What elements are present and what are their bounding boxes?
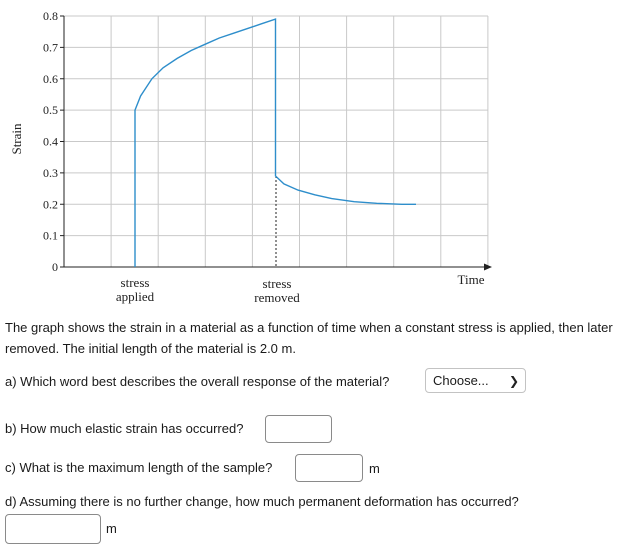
stress-removed-label-line1: stress [263, 276, 292, 291]
y-tick-label: 0.1 [43, 229, 58, 243]
max-length-input[interactable] [295, 454, 363, 482]
max-length-unit: m [369, 461, 380, 476]
x-axis-label: Time [458, 272, 485, 287]
strain-curve [134, 18, 416, 267]
elastic-strain-input[interactable] [265, 415, 332, 443]
question-c-text: c) What is the maximum length of the sam… [5, 460, 273, 475]
y-tick-label: 0.5 [43, 103, 58, 117]
y-tick-label: 0.8 [43, 9, 58, 23]
y-tick-label: 0.2 [43, 197, 58, 211]
x-axis-arrow [484, 263, 492, 271]
y-tick-label: 0.7 [43, 40, 58, 54]
y-axis-label: Strain [9, 123, 24, 155]
stress-removed-label-line2: removed [254, 290, 300, 305]
y-tick-label: 0.4 [43, 135, 58, 149]
response-type-select[interactable]: Choose... ❯ [425, 368, 526, 393]
stress-applied-label-line2: applied [116, 289, 155, 304]
select-value: Choose... [433, 373, 489, 388]
y-axis-ticks: 0 0.1 0.2 0.3 0.4 0.5 0.6 0.7 0.8 [43, 9, 65, 274]
question-b-text: b) How much elastic strain has occurred? [5, 421, 244, 436]
chevron-down-icon: ❯ [508, 374, 519, 388]
y-tick-label: 0.6 [43, 72, 58, 86]
stress-applied-label-line1: stress [121, 275, 150, 290]
question-a-text: a) Which word best describes the overall… [5, 374, 390, 389]
strain-time-chart: 0 0.1 0.2 0.3 0.4 0.5 0.6 0.7 0.8 Strain Time st… [9, 9, 492, 305]
y-tick-label: 0 [52, 260, 58, 274]
permanent-deformation-unit: m [106, 521, 117, 536]
question-d-text: d) Assuming there is no further change, … [5, 494, 519, 509]
permanent-deformation-input[interactable] [5, 514, 101, 544]
y-tick-label: 0.3 [43, 166, 58, 180]
question-intro: The graph shows the strain in a material… [5, 320, 613, 356]
